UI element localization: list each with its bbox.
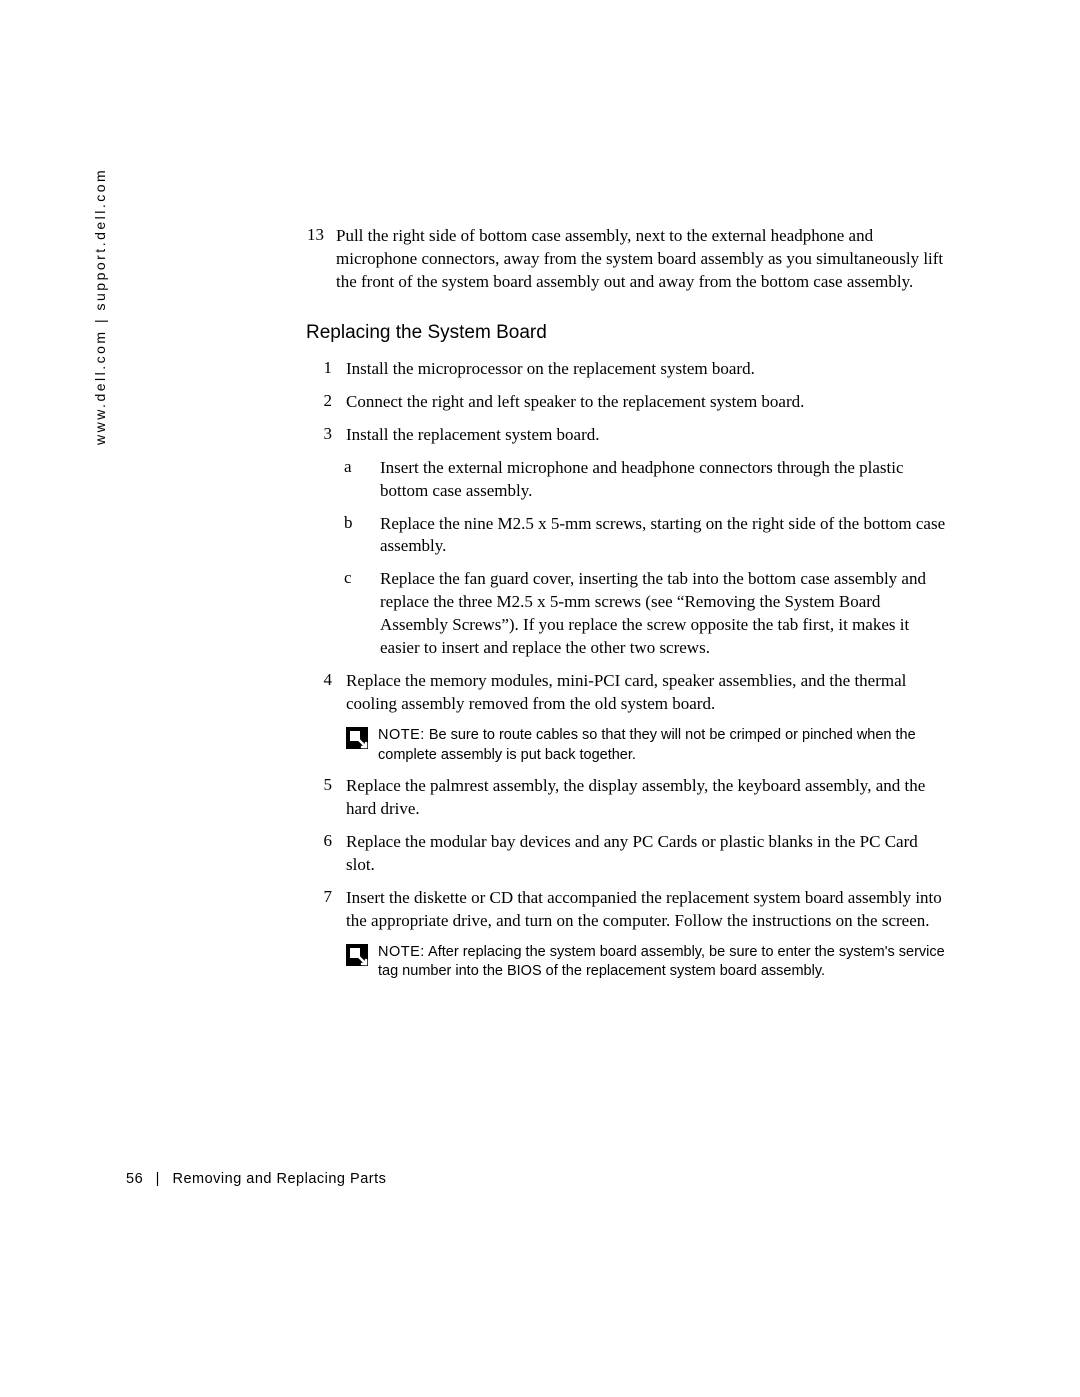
note-body: After replacing the system board assembl… [378, 944, 945, 980]
note-block-2: NOTE: After replacing the system board a… [346, 943, 946, 982]
step-text: Install the replacement system board. [346, 424, 600, 447]
substep-text: Replace the nine M2.5 x 5-mm screws, sta… [380, 513, 946, 559]
step-6: 6 Replace the modular bay devices and an… [306, 831, 946, 877]
step-text: Replace the palmrest assembly, the displ… [346, 775, 946, 821]
step-3: 3 Install the replacement system board. [306, 424, 946, 447]
substep-letter: c [344, 568, 380, 660]
note-text: NOTE: After replacing the system board a… [378, 943, 946, 982]
sidebar-url-text: www.dell.com | support.dell.com [92, 168, 108, 445]
step-13-number: 13 [306, 225, 336, 294]
step-text: Replace the modular bay devices and any … [346, 831, 946, 877]
step-number: 5 [306, 775, 346, 821]
step-text: Insert the diskette or CD that accompani… [346, 887, 946, 933]
step-13: 13 Pull the right side of bottom case as… [306, 225, 946, 294]
footer-section-title: Removing and Replacing Parts [172, 1171, 386, 1187]
note-icon [346, 727, 368, 749]
note-block-1: NOTE: Be sure to route cables so that th… [346, 726, 946, 765]
step-text: Install the microprocessor on the replac… [346, 358, 755, 381]
step-2: 2 Connect the right and left speaker to … [306, 391, 946, 414]
step-number: 4 [306, 670, 346, 716]
step-13-text: Pull the right side of bottom case assem… [336, 225, 946, 294]
note-text: NOTE: Be sure to route cables so that th… [378, 726, 946, 765]
step-4: 4 Replace the memory modules, mini-PCI c… [306, 670, 946, 716]
step-number: 1 [306, 358, 346, 381]
step-3c: c Replace the fan guard cover, inserting… [344, 568, 946, 660]
step-number: 2 [306, 391, 346, 414]
substep-letter: a [344, 457, 380, 503]
step-number: 7 [306, 887, 346, 933]
substep-letter: b [344, 513, 380, 559]
note-icon [346, 944, 368, 966]
substep-text: Replace the fan guard cover, inserting t… [380, 568, 946, 660]
footer-divider: | [156, 1171, 160, 1187]
page-footer: 56 | Removing and Replacing Parts [126, 1171, 386, 1187]
main-content: 13 Pull the right side of bottom case as… [306, 225, 946, 992]
note-label: NOTE: [378, 727, 425, 743]
step-5: 5 Replace the palmrest assembly, the dis… [306, 775, 946, 821]
note-label: NOTE: [378, 944, 425, 960]
page-number: 56 [126, 1171, 143, 1187]
substep-text: Insert the external microphone and headp… [380, 457, 946, 503]
step-text: Connect the right and left speaker to th… [346, 391, 804, 414]
step-3a: a Insert the external microphone and hea… [344, 457, 946, 503]
step-number: 6 [306, 831, 346, 877]
step-number: 3 [306, 424, 346, 447]
step-3b: b Replace the nine M2.5 x 5-mm screws, s… [344, 513, 946, 559]
step-text: Replace the memory modules, mini-PCI car… [346, 670, 946, 716]
step-7: 7 Insert the diskette or CD that accompa… [306, 887, 946, 933]
note-body: Be sure to route cables so that they wil… [378, 727, 916, 763]
section-heading: Replacing the System Board [306, 322, 946, 344]
step-1: 1 Install the microprocessor on the repl… [306, 358, 946, 381]
